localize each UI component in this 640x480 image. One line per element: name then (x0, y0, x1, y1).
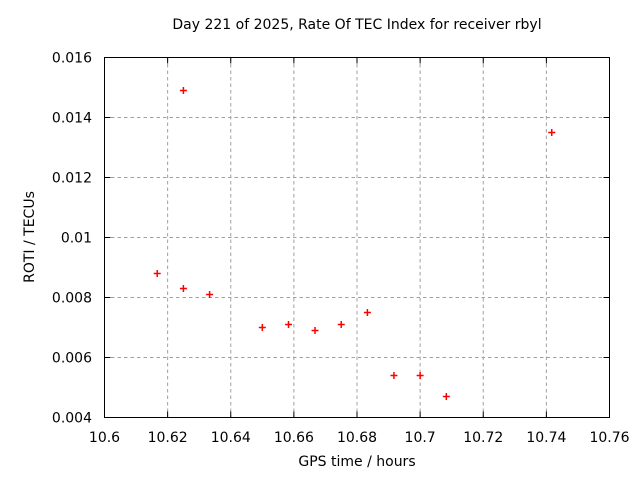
data-point-marker (363, 309, 371, 316)
y-tick-label: 0.006 (52, 351, 92, 367)
data-point-marker (285, 321, 293, 328)
data-point-marker (206, 291, 214, 298)
data-point-marker (311, 327, 319, 334)
x-tick-label: 10.72 (463, 430, 503, 446)
data-point-marker (548, 129, 556, 136)
data-point-marker (416, 372, 424, 379)
y-tick-label: 0.004 (52, 411, 92, 427)
y-axis-label: ROTI / TECUs (22, 191, 38, 283)
data-point-marker (337, 321, 345, 328)
x-tick-label: 10.68 (337, 430, 377, 446)
y-tick-label: 0.008 (52, 291, 92, 307)
data-point-marker (390, 372, 398, 379)
x-tick-label: 10.62 (148, 430, 188, 446)
x-tick-label: 10.76 (589, 430, 629, 446)
x-tick-label: 10.64 (211, 430, 251, 446)
chart-title: Day 221 of 2025, Rate Of TEC Index for r… (172, 17, 542, 33)
y-tick-label: 0.016 (52, 51, 92, 67)
x-tick-label: 10.66 (274, 430, 314, 446)
x-tick-label: 10.7 (405, 430, 436, 446)
y-tick-label: 0.012 (52, 171, 92, 187)
data-point-marker (258, 324, 266, 331)
data-point-marker (153, 270, 161, 277)
y-tick-label: 0.014 (52, 111, 92, 127)
y-tick-label: 0.01 (61, 231, 92, 247)
data-point-marker (179, 285, 187, 292)
data-point-marker (442, 393, 450, 400)
x-tick-label: 10.74 (526, 430, 566, 446)
data-point-marker (179, 87, 187, 94)
x-tick-label: 10.6 (89, 430, 120, 446)
x-axis-label: GPS time / hours (298, 454, 416, 470)
